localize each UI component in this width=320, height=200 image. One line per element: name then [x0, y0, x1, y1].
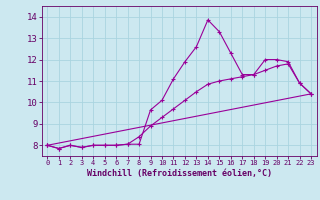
X-axis label: Windchill (Refroidissement éolien,°C): Windchill (Refroidissement éolien,°C): [87, 169, 272, 178]
